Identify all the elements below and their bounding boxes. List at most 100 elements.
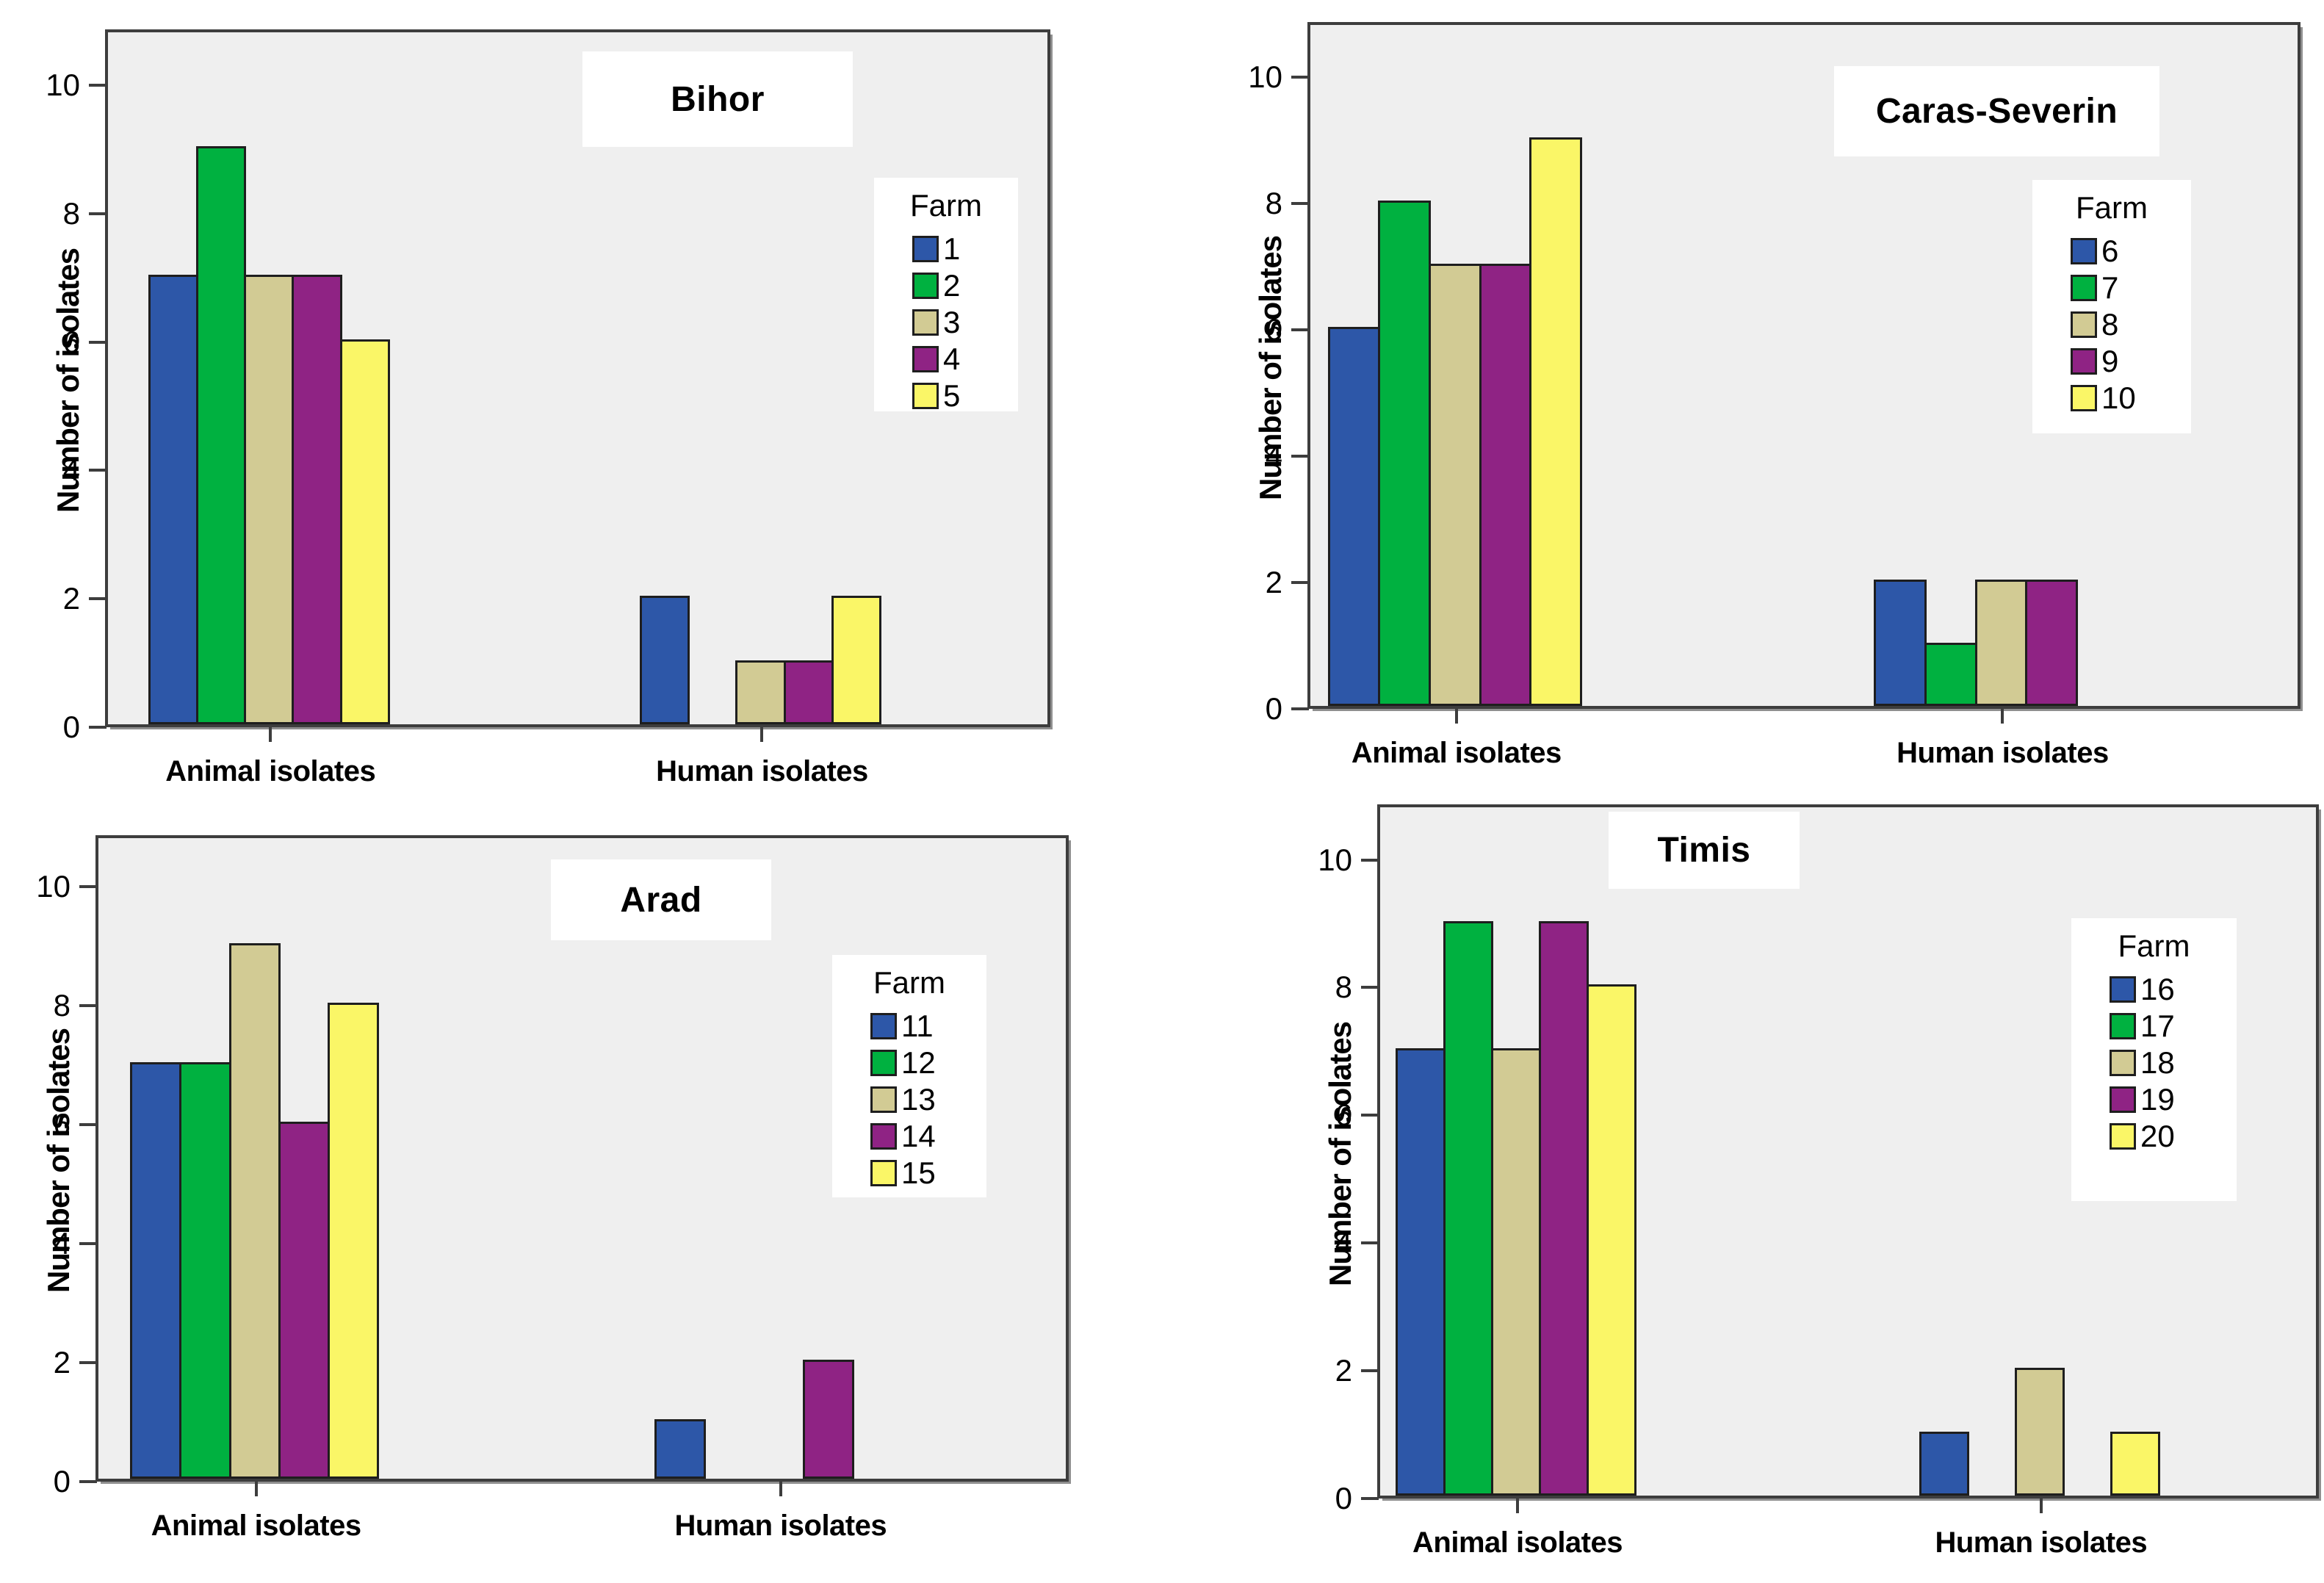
bar-farm-10-animal bbox=[1529, 137, 1582, 706]
y-axis-label: Number of isolates bbox=[1253, 235, 1288, 500]
legend-item: 18 bbox=[2110, 1047, 2237, 1078]
y-axis-label: Number of isolates bbox=[51, 248, 85, 513]
x-category-label: Human isolates bbox=[1935, 1526, 2148, 1559]
legend-label: 10 bbox=[2101, 381, 2136, 415]
y-tick bbox=[1361, 1369, 1379, 1373]
x-category-label: Animal isolates bbox=[1351, 737, 1562, 769]
x-category-label: Human isolates bbox=[656, 755, 868, 787]
bar-farm-4-animal bbox=[292, 275, 342, 724]
legend-label: 8 bbox=[2101, 307, 2119, 342]
legend-title: Farm bbox=[2118, 928, 2190, 963]
legend-item: 3 bbox=[912, 307, 1018, 338]
y-tick-label: 0 bbox=[1335, 1481, 1352, 1515]
bar-farm-7-human bbox=[1924, 642, 1977, 706]
y-tick-label: 10 bbox=[1318, 842, 1352, 877]
bar-farm-2-animal bbox=[195, 146, 247, 724]
bar-farm-8-human bbox=[1974, 579, 2028, 706]
chart-panel-arad: Number of isolates 0 2 4 6 8 10 Animal isolates… bbox=[15, 808, 1087, 1579]
y-tick bbox=[89, 340, 107, 344]
y-tick-label: 2 bbox=[62, 581, 80, 616]
x-tick bbox=[269, 727, 273, 742]
legend-label: 13 bbox=[901, 1082, 936, 1117]
y-tick-label: 2 bbox=[53, 1345, 71, 1380]
bar-farm-15-animal bbox=[327, 1003, 380, 1479]
x-tick bbox=[1454, 709, 1458, 724]
bar-farm-11-human bbox=[654, 1419, 707, 1479]
x-tick bbox=[760, 727, 764, 742]
bar-farm-20-human bbox=[2110, 1432, 2160, 1496]
bar-farm-14-human bbox=[802, 1360, 855, 1479]
y-tick-label: 4 bbox=[1265, 438, 1282, 473]
legend-swatch-farm-6 bbox=[2071, 238, 2097, 264]
legend-swatch-farm-10 bbox=[2071, 385, 2097, 411]
y-tick-label: 4 bbox=[62, 452, 80, 488]
y-tick-label: 6 bbox=[53, 1107, 71, 1142]
bar-farm-8-animal bbox=[1428, 263, 1482, 706]
legend-title: Farm bbox=[910, 188, 982, 223]
legend-label: 4 bbox=[943, 342, 961, 376]
x-category-label: Animal isolates bbox=[165, 755, 376, 787]
bar-farm-18-human bbox=[2014, 1368, 2065, 1496]
legend-swatch-farm-1 bbox=[912, 236, 939, 262]
legend-swatch-farm-2 bbox=[912, 273, 939, 299]
y-tick-label: 10 bbox=[46, 68, 80, 102]
legend-item: 15 bbox=[870, 1158, 986, 1189]
bar-farm-7-animal bbox=[1378, 200, 1431, 706]
x-tick bbox=[779, 1482, 782, 1496]
y-tick-label: 0 bbox=[53, 1464, 71, 1499]
legend-item: 5 bbox=[912, 381, 1018, 411]
y-tick bbox=[79, 1480, 97, 1483]
y-tick bbox=[79, 1123, 97, 1127]
legend-swatch-farm-7 bbox=[2071, 275, 2097, 301]
bar-farm-3-animal bbox=[244, 275, 295, 724]
legend-label: 7 bbox=[2101, 270, 2119, 305]
legend-item: 6 bbox=[2071, 236, 2191, 267]
y-tick bbox=[79, 1004, 97, 1008]
legend-swatch-farm-9 bbox=[2071, 348, 2097, 375]
y-tick-label: 2 bbox=[1265, 564, 1282, 599]
legend-label: 16 bbox=[2140, 972, 2175, 1006]
y-tick bbox=[1361, 1241, 1379, 1245]
legend-label: 17 bbox=[2140, 1009, 2175, 1043]
y-tick-label: 4 bbox=[1335, 1225, 1352, 1261]
y-tick bbox=[1361, 1114, 1379, 1117]
legend: Farm 6 7 8 9 10 bbox=[2032, 180, 2191, 433]
y-tick-label: 2 bbox=[1335, 1353, 1352, 1388]
legend-swatch-farm-15 bbox=[870, 1160, 897, 1186]
legend-item: 9 bbox=[2071, 346, 2191, 377]
legend-label: 2 bbox=[943, 268, 961, 303]
legend-swatch-farm-20 bbox=[2110, 1123, 2136, 1150]
legend-item: 1 bbox=[912, 234, 1018, 264]
legend-swatch-farm-3 bbox=[912, 309, 939, 336]
legend-swatch-farm-19 bbox=[2110, 1086, 2136, 1113]
y-tick-label: 0 bbox=[62, 710, 80, 744]
legend-swatch-farm-17 bbox=[2110, 1013, 2136, 1039]
x-tick bbox=[2001, 709, 2004, 724]
y-tick bbox=[89, 212, 107, 215]
y-tick bbox=[1291, 328, 1309, 331]
y-tick-label: 6 bbox=[62, 324, 80, 359]
legend-title: Farm bbox=[873, 965, 945, 1000]
legend-item: 17 bbox=[2110, 1011, 2237, 1042]
legend: Farm 11 12 13 14 15 bbox=[832, 955, 986, 1197]
x-tick bbox=[2039, 1499, 2043, 1513]
legend-item: 2 bbox=[912, 270, 1018, 301]
bar-farm-12-animal bbox=[179, 1062, 231, 1479]
y-tick bbox=[1291, 707, 1309, 710]
legend-item: 19 bbox=[2110, 1084, 2237, 1115]
bar-farm-6-animal bbox=[1327, 326, 1381, 706]
legend-item: 10 bbox=[2071, 383, 2191, 414]
bar-farm-5-animal bbox=[339, 339, 390, 724]
legend-swatch-farm-12 bbox=[870, 1050, 897, 1076]
legend-swatch-farm-8 bbox=[2071, 311, 2097, 338]
y-axis-label: Number of isolates bbox=[1323, 1021, 1357, 1286]
y-tick-label: 0 bbox=[1265, 691, 1282, 726]
chart-title: Arad bbox=[551, 859, 771, 940]
x-tick bbox=[1516, 1499, 1520, 1513]
x-category-label: Animal isolates bbox=[151, 1510, 361, 1542]
legend-item: 8 bbox=[2071, 309, 2191, 340]
chart-title: Bihor bbox=[582, 51, 853, 147]
legend-label: 15 bbox=[901, 1155, 936, 1190]
legend-swatch-farm-18 bbox=[2110, 1050, 2136, 1076]
legend-swatch-farm-4 bbox=[912, 346, 939, 372]
